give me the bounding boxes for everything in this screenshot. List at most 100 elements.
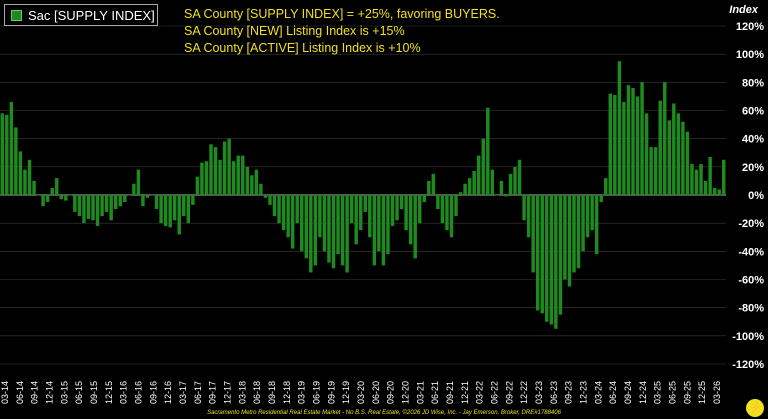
bar xyxy=(9,102,14,195)
note-supply-index: SA County [SUPPLY INDEX] = +25%, favorin… xyxy=(184,7,500,21)
bar xyxy=(649,147,653,195)
bar xyxy=(218,159,222,195)
bar xyxy=(254,169,259,195)
bar xyxy=(222,141,227,195)
x-tick-label: 12-22 xyxy=(519,381,529,404)
x-tick-label: 09-19 xyxy=(326,381,336,404)
bar xyxy=(295,195,299,224)
bar xyxy=(590,195,594,231)
x-tick-label: 12-17 xyxy=(223,381,233,404)
bar xyxy=(150,195,154,196)
bar xyxy=(182,195,186,217)
bar xyxy=(213,147,218,195)
bar xyxy=(100,195,104,217)
y-tick-label: -60% xyxy=(738,275,764,287)
bar xyxy=(522,195,526,221)
x-tick-label: 09-16 xyxy=(148,381,158,404)
bar xyxy=(290,195,295,249)
bar xyxy=(345,195,349,273)
x-tick-label: 09-23 xyxy=(564,381,574,404)
bar xyxy=(327,195,331,263)
x-tick-label: 06-21 xyxy=(430,381,440,404)
x-tick-label: 06-19 xyxy=(312,381,322,404)
bar xyxy=(64,195,68,201)
bar xyxy=(399,195,404,210)
bar xyxy=(599,195,603,203)
bar xyxy=(608,93,613,195)
x-tick-label: 12-23 xyxy=(579,381,589,404)
gridlines xyxy=(0,25,726,365)
bar xyxy=(663,82,667,195)
bar xyxy=(272,195,277,217)
bar xyxy=(336,195,340,255)
bar xyxy=(168,195,172,228)
x-tick-label: 09-18 xyxy=(267,381,277,404)
bar xyxy=(200,162,204,195)
bar xyxy=(145,195,150,198)
bar xyxy=(322,195,327,252)
bar xyxy=(68,195,73,196)
bar xyxy=(476,155,481,195)
x-tick-label: 09-24 xyxy=(623,381,633,404)
bar xyxy=(576,195,581,269)
bar xyxy=(613,95,617,195)
bar xyxy=(359,195,363,231)
x-tick-label: 03-16 xyxy=(119,381,129,404)
bar xyxy=(572,195,576,273)
bar xyxy=(540,195,544,314)
bar xyxy=(50,187,54,195)
bar xyxy=(395,195,399,221)
bar xyxy=(300,195,304,252)
bar xyxy=(545,195,549,322)
bar xyxy=(159,195,163,224)
bar xyxy=(227,138,231,195)
bar xyxy=(712,187,717,195)
bar xyxy=(445,195,449,231)
bar xyxy=(259,183,263,195)
x-axis-ticks: 03-14 06-14 09-14 12-14 03-15 06-15 09-15 12-15… xyxy=(0,381,722,404)
bar xyxy=(41,195,45,207)
bar xyxy=(104,195,109,212)
x-tick-label: 03-22 xyxy=(475,381,485,404)
bar xyxy=(558,195,563,315)
bar xyxy=(191,195,195,205)
bar xyxy=(18,151,23,195)
bar xyxy=(640,82,644,195)
bar xyxy=(313,195,318,266)
bar xyxy=(250,175,254,195)
annotation-notes: SA County [SUPPLY INDEX] = +25%, favorin… xyxy=(184,6,500,57)
bar xyxy=(209,144,213,195)
bar xyxy=(118,195,122,207)
legend-label: Sac [SUPPLY INDEX] xyxy=(28,7,155,23)
y-axis-ticks: -120% -100% -80% -60% -40% -20% 0% 20% 40% 60% 80%… xyxy=(732,21,764,371)
bar xyxy=(690,164,694,195)
bar xyxy=(622,102,626,195)
bar xyxy=(163,195,168,226)
bar xyxy=(617,61,622,196)
bar xyxy=(245,166,250,195)
bar xyxy=(236,155,240,195)
bar xyxy=(427,180,431,195)
bar xyxy=(36,195,41,196)
bar xyxy=(581,195,585,252)
bar xyxy=(318,195,322,238)
bar xyxy=(86,195,91,219)
bar xyxy=(658,100,662,195)
bar xyxy=(241,155,245,195)
y-tick-label: -20% xyxy=(738,218,764,230)
bar xyxy=(490,169,495,195)
x-tick-label: 12-14 xyxy=(45,381,55,404)
bar xyxy=(667,120,672,195)
x-tick-label: 12-19 xyxy=(341,381,351,404)
x-tick-label: 03-14 xyxy=(0,381,10,404)
bar xyxy=(286,195,290,238)
x-tick-label: 09-25 xyxy=(682,381,692,404)
bar xyxy=(463,183,467,195)
y-tick-label: 40% xyxy=(742,134,764,146)
bar xyxy=(281,195,286,231)
bar xyxy=(204,161,209,195)
y-tick-label: -40% xyxy=(738,246,764,258)
bar xyxy=(454,195,458,217)
note-active-listing-index: SA County [ACTIVE] Listing Index is +10% xyxy=(184,41,421,55)
bar xyxy=(554,195,558,329)
